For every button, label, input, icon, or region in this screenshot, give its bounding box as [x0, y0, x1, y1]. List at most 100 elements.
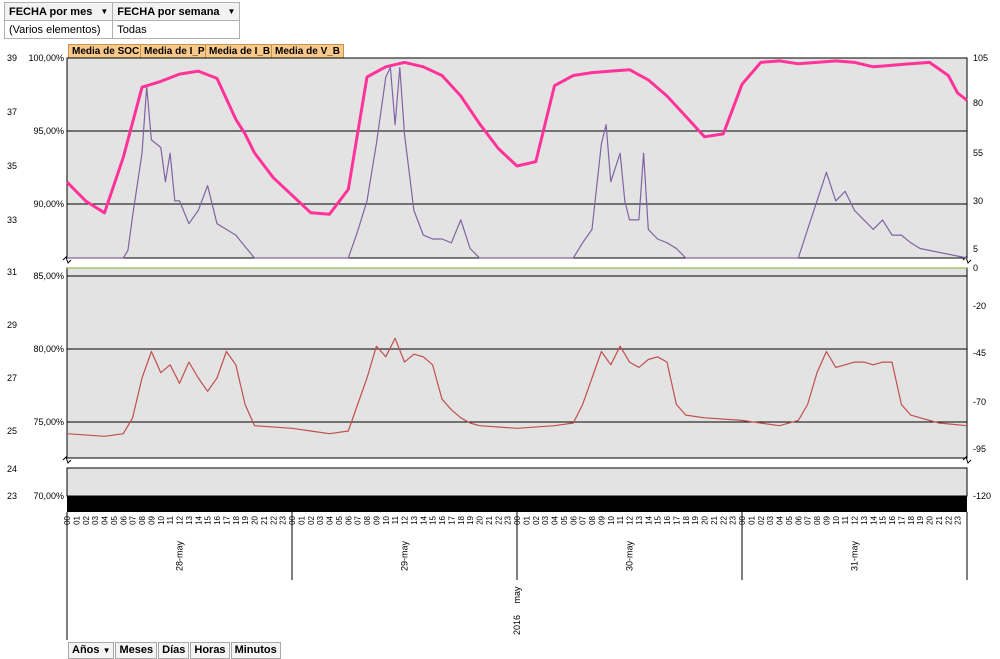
- y-tick-label-right: 5: [973, 244, 978, 254]
- y-tick-label-right: 55: [973, 148, 983, 158]
- x-hour-label: 13: [635, 515, 644, 524]
- x-day-label: 29-may: [400, 540, 410, 571]
- x-day-label: 28-may: [175, 540, 185, 571]
- x-hour-label: 06: [794, 515, 803, 524]
- x-hour-label: 17: [447, 515, 456, 524]
- x-hour-label: 03: [541, 515, 550, 524]
- x-hour-label: 20: [926, 515, 935, 524]
- x-year-label: 2016: [512, 615, 522, 635]
- x-hour-label: 01: [297, 515, 306, 524]
- series-line-vb: [66, 337, 968, 437]
- x-hour-label: 22: [269, 515, 278, 524]
- x-hour-label: 02: [757, 515, 766, 524]
- x-hour-label: 13: [860, 515, 869, 524]
- x-hour-label: 03: [316, 515, 325, 524]
- y-tick-label: 33: [7, 215, 17, 225]
- filter-fecha-semana-label: FECHA por semana: [117, 5, 220, 18]
- filter-fecha-mes-value: (Varios elementos): [3, 20, 114, 39]
- x-hour-label: 23: [279, 515, 288, 524]
- x-hour-label: 01: [747, 515, 756, 524]
- x-hour-label: 23: [954, 515, 963, 524]
- x-hour-label: 20: [701, 515, 710, 524]
- axis-field-meses[interactable]: Meses: [115, 642, 158, 659]
- y-tick-label: 85,00%: [33, 271, 64, 281]
- x-hour-label: 16: [438, 515, 447, 524]
- x-hour-label: 18: [682, 515, 691, 524]
- x-hour-label: 05: [110, 515, 119, 524]
- axis-break-marker: [962, 256, 972, 264]
- x-hour-label: 15: [429, 515, 438, 524]
- x-hour-label: 09: [597, 515, 606, 524]
- y-tick-label-right: -45: [973, 348, 986, 358]
- filter-fecha-semana-value: Todas: [112, 20, 241, 39]
- x-hour-label: 09: [147, 515, 156, 524]
- y-tick-label: 23: [7, 491, 17, 501]
- x-hour-label: 03: [766, 515, 775, 524]
- x-hour-label: 01: [72, 515, 81, 524]
- x-hour-label: 21: [935, 515, 944, 524]
- series-line-ip: [67, 66, 968, 259]
- x-hour-label: 21: [485, 515, 494, 524]
- filter-fecha-mes-label: FECHA por mes: [9, 5, 93, 18]
- x-day-label: 31-may: [850, 540, 860, 571]
- pivot-filter-area: FECHA por mes ▼ FECHA por semana ▼ (Varios…: [3, 2, 241, 39]
- x-hour-label: 08: [813, 515, 822, 524]
- x-hour-label: 11: [391, 515, 400, 524]
- x-month-label: may: [512, 586, 522, 604]
- filter-fecha-mes[interactable]: FECHA por mes ▼: [3, 2, 114, 21]
- x-hour-label: 05: [785, 515, 794, 524]
- y-tick-label-right: 105: [973, 53, 988, 63]
- x-hour-label: 13: [410, 515, 419, 524]
- axis-break-marker: [62, 456, 72, 464]
- x-hour-label: 10: [607, 515, 616, 524]
- axis-field-minutos[interactable]: Minutos: [230, 642, 281, 659]
- x-hour-label: 06: [119, 515, 128, 524]
- y-tick-label: 70,00%: [33, 491, 64, 501]
- x-day-label: 30-may: [625, 540, 635, 571]
- x-hour-label: 19: [916, 515, 925, 524]
- y-tick-label-right: 0: [973, 263, 978, 273]
- x-hour-label: 01: [522, 515, 531, 524]
- x-hour-label: 04: [101, 515, 110, 524]
- x-hour-label: 06: [569, 515, 578, 524]
- axis-field-anos[interactable]: Años ▼: [68, 642, 115, 659]
- series-line-soc: [65, 59, 968, 216]
- axis-break-marker: [62, 256, 72, 264]
- y-tick-label: 100,00%: [28, 53, 64, 63]
- x-hour-label: 11: [616, 515, 625, 524]
- x-hour-label: 07: [804, 515, 813, 524]
- x-hour-label: 03: [91, 515, 100, 524]
- axis-field-horas[interactable]: Horas: [190, 642, 230, 659]
- axis-field-anos-label: Años: [72, 644, 100, 656]
- y-tick-label: 95,00%: [33, 126, 64, 136]
- axis-field-dias[interactable]: Días: [158, 642, 190, 659]
- x-hour-label: 06: [344, 515, 353, 524]
- x-hour-label: 04: [776, 515, 785, 524]
- x-hour-label: 05: [560, 515, 569, 524]
- x-hour-label: 12: [401, 515, 410, 524]
- x-hour-label: 13: [185, 515, 194, 524]
- y-tick-label-right: -95: [973, 444, 986, 454]
- plot-panel-top: [66, 57, 968, 259]
- y-tick-label-right: -70: [973, 397, 986, 407]
- dropdown-arrow-icon[interactable]: ▼: [100, 7, 109, 17]
- dropdown-arrow-icon[interactable]: ▼: [102, 646, 111, 655]
- y-tick-label: 29: [7, 320, 17, 330]
- filter-fecha-semana[interactable]: FECHA por semana ▼: [112, 2, 241, 21]
- x-hour-label: 16: [663, 515, 672, 524]
- x-hour-label: 15: [204, 515, 213, 524]
- x-hour-label: 12: [176, 515, 185, 524]
- x-hour-label: 22: [494, 515, 503, 524]
- x-hour-label: 15: [879, 515, 888, 524]
- x-hour-label: 22: [719, 515, 728, 524]
- x-hour-label: 08: [138, 515, 147, 524]
- x-hour-label: 16: [888, 515, 897, 524]
- x-hour-label: 12: [851, 515, 860, 524]
- x-hour-label: 02: [532, 515, 541, 524]
- y-tick-label: 24: [7, 464, 17, 474]
- x-hour-label: 19: [241, 515, 250, 524]
- dropdown-arrow-icon[interactable]: ▼: [227, 7, 236, 17]
- plot-panel-bottom: [66, 467, 968, 497]
- x-hour-label: 20: [476, 515, 485, 524]
